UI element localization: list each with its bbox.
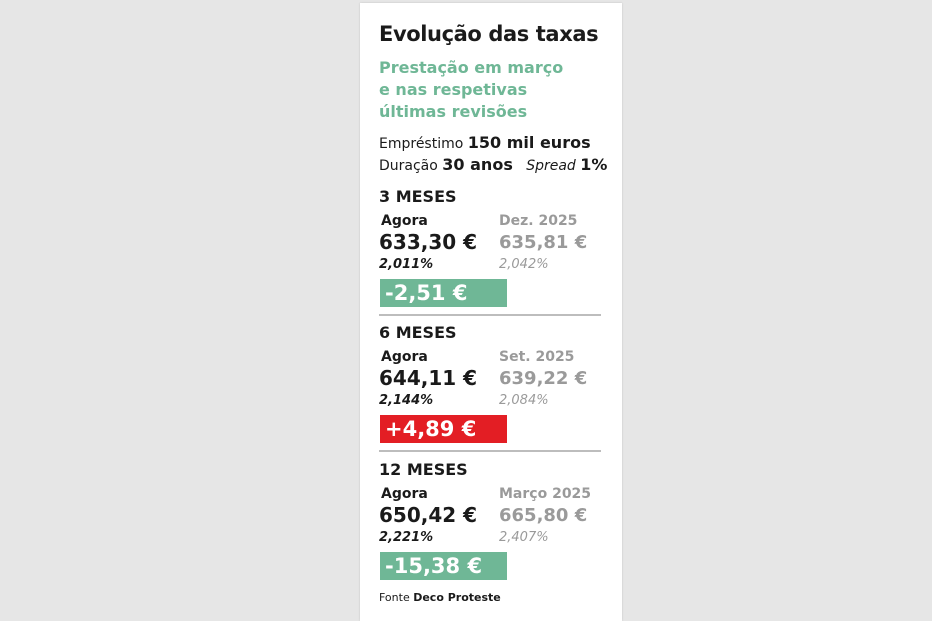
now-amount: 650,42 € (379, 503, 478, 527)
now-label: Agora (381, 213, 428, 229)
loan-value: 150 mil euros (467, 133, 591, 152)
source-value: Deco Proteste (413, 591, 501, 604)
section-divider (379, 450, 601, 452)
section-divider (379, 314, 601, 316)
prev-label: Set. 2025 (499, 349, 575, 365)
difference-badge: -2,51 € (380, 279, 507, 307)
now-label: Agora (381, 349, 428, 365)
now-rate: 2,221% (379, 530, 434, 545)
now-amount: 633,30 € (379, 230, 478, 254)
prev-amount: 635,81 € (499, 232, 588, 253)
infographic-subtitle: Prestação em março e nas respetivas últi… (379, 57, 579, 123)
prev-rate: 2,042% (499, 257, 549, 272)
subtitle-line-3: últimas revisões (379, 102, 528, 121)
difference-badge: -15,38 € (380, 552, 507, 580)
section-title: 6 MESES (379, 323, 457, 342)
now-amount: 644,11 € (379, 366, 478, 390)
now-label: Agora (381, 486, 428, 502)
prev-rate: 2,084% (499, 393, 549, 408)
infographic-title: Evolução das taxas (379, 22, 599, 46)
infographic-card: Evolução das taxas Prestação em março e … (360, 3, 622, 621)
source-label: Fonte (379, 591, 410, 604)
prev-label: Março 2025 (499, 486, 592, 502)
section-title: 12 MESES (379, 460, 468, 479)
subtitle-line-2: e nas respetivas (379, 80, 528, 99)
spread-value: 1% (580, 155, 608, 174)
loan-info: Empréstimo 150 mil euros (379, 133, 591, 152)
now-rate: 2,011% (379, 257, 434, 272)
subtitle-line-1: Prestação em março (379, 58, 564, 77)
prev-rate: 2,407% (499, 530, 549, 545)
difference-badge: +4,89 € (380, 415, 507, 443)
prev-label: Dez. 2025 (499, 213, 578, 229)
duration-info: Duração 30 anos Spread 1% (379, 155, 607, 174)
prev-amount: 639,22 € (499, 368, 588, 389)
duration-label: Duração (379, 158, 438, 174)
section-title: 3 MESES (379, 187, 457, 206)
now-rate: 2,144% (379, 393, 434, 408)
spread-label: Spread (526, 158, 576, 174)
prev-amount: 665,80 € (499, 505, 588, 526)
loan-label: Empréstimo (379, 136, 464, 152)
source-credit: Fonte Deco Proteste (379, 591, 501, 604)
duration-value: 30 anos (442, 155, 513, 174)
